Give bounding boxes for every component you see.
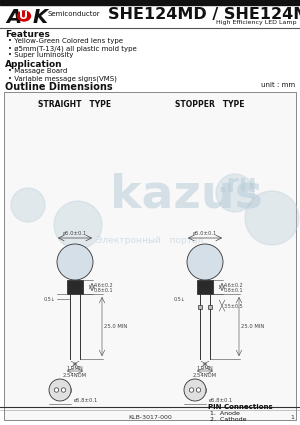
Circle shape xyxy=(54,201,102,249)
Text: 1: 1 xyxy=(290,415,294,420)
Bar xyxy=(208,305,212,309)
Text: 1.  Anode: 1. Anode xyxy=(210,411,240,416)
Text: 25.0 MIN: 25.0 MIN xyxy=(241,324,264,329)
Circle shape xyxy=(245,191,299,245)
Circle shape xyxy=(49,379,71,401)
Text: 0.8±0.1: 0.8±0.1 xyxy=(94,288,114,293)
Circle shape xyxy=(61,388,66,392)
Text: A: A xyxy=(6,8,21,27)
Bar xyxy=(197,280,213,294)
Text: 4.6±0.2: 4.6±0.2 xyxy=(224,283,244,288)
Text: 0.5↓: 0.5↓ xyxy=(43,297,55,302)
Text: 1.0MN: 1.0MN xyxy=(196,366,213,371)
Text: ø5.8±0.1: ø5.8±0.1 xyxy=(209,397,233,402)
Text: • Variable message signs(VMS): • Variable message signs(VMS) xyxy=(8,75,117,82)
Text: ø5.0±0.1: ø5.0±0.1 xyxy=(63,231,87,236)
Text: PIN Connections: PIN Connections xyxy=(208,404,273,410)
Text: unit : mm: unit : mm xyxy=(261,82,295,88)
Text: Outline Dimensions: Outline Dimensions xyxy=(5,82,112,92)
Text: kazus: kazus xyxy=(110,173,263,218)
Text: STRAIGHT   TYPE: STRAIGHT TYPE xyxy=(38,100,112,109)
Bar xyxy=(0,0,300,5)
Text: .ru: .ru xyxy=(218,173,258,197)
Text: 25.0 MIN: 25.0 MIN xyxy=(104,324,127,329)
Circle shape xyxy=(57,244,93,280)
Text: 4.6±0.2: 4.6±0.2 xyxy=(94,283,114,288)
Text: Features: Features xyxy=(5,30,50,39)
Circle shape xyxy=(216,174,254,212)
Text: 3.5±0.5: 3.5±0.5 xyxy=(224,304,244,309)
Bar xyxy=(67,280,83,294)
Bar xyxy=(4,92,296,420)
Text: • Massage Board: • Massage Board xyxy=(8,68,67,74)
Text: • ø5mm(T-13/4) all plastic mold type: • ø5mm(T-13/4) all plastic mold type xyxy=(8,45,137,51)
Text: • Super luminosity: • Super luminosity xyxy=(8,52,74,58)
Text: 1.0MN: 1.0MN xyxy=(67,366,83,371)
Ellipse shape xyxy=(17,11,31,21)
Circle shape xyxy=(189,388,194,392)
Text: Semiconductor: Semiconductor xyxy=(48,11,100,17)
Circle shape xyxy=(11,188,45,222)
Text: 2.54NOM: 2.54NOM xyxy=(63,373,87,378)
Text: 0.8±0.1: 0.8±0.1 xyxy=(224,288,244,293)
Text: Application: Application xyxy=(5,60,63,69)
Text: • Yellow-Green Colored lens type: • Yellow-Green Colored lens type xyxy=(8,38,123,44)
Circle shape xyxy=(184,379,206,401)
Bar xyxy=(198,305,202,309)
Text: 2.  Cathode: 2. Cathode xyxy=(210,417,247,422)
Text: K: K xyxy=(33,8,48,27)
Circle shape xyxy=(196,388,201,392)
Text: High Efficiency LED Lamp: High Efficiency LED Lamp xyxy=(217,20,297,25)
Text: U: U xyxy=(20,11,28,21)
Text: SHE124MD / SHE124MD-(B): SHE124MD / SHE124MD-(B) xyxy=(108,7,300,22)
Circle shape xyxy=(54,388,59,392)
Text: Электронный   портал: Электронный портал xyxy=(96,235,204,244)
Text: ø5.8±0.1: ø5.8±0.1 xyxy=(74,397,98,402)
Circle shape xyxy=(187,244,223,280)
Text: 2.54NOM: 2.54NOM xyxy=(193,373,217,378)
Text: ø5.0±0.1: ø5.0±0.1 xyxy=(193,231,217,236)
Text: 0.5↓: 0.5↓ xyxy=(173,297,185,302)
Text: STOPPER   TYPE: STOPPER TYPE xyxy=(175,100,245,109)
Text: KLB-3017-000: KLB-3017-000 xyxy=(128,415,172,420)
